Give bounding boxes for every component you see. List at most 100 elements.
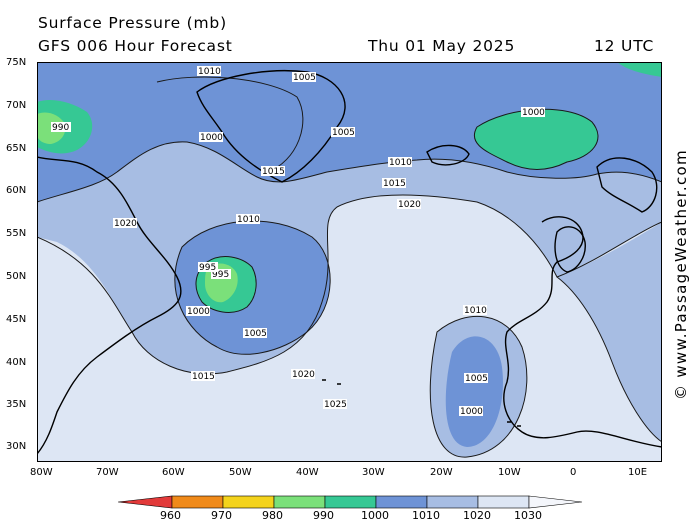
contour-label: 1005 <box>331 127 355 138</box>
forecast-time: 12 UTC <box>594 37 655 55</box>
legend-label: 990 <box>313 509 334 522</box>
svg-text:1010: 1010 <box>198 67 221 77</box>
contour-label: 1020 <box>113 218 137 229</box>
svg-text:1015: 1015 <box>262 167 285 177</box>
svg-text:1005: 1005 <box>332 128 355 138</box>
svg-text:1000: 1000 <box>200 133 223 143</box>
lat-label: 40N <box>6 357 27 368</box>
legend-label: 1030 <box>514 509 542 522</box>
contour-label: 1020 <box>397 199 421 210</box>
contour-label: 1005 <box>464 373 488 384</box>
svg-text:1020: 1020 <box>398 200 421 210</box>
legend-label: 1020 <box>463 509 491 522</box>
pressure-map: 1010 1005 1000 995 990 1015 1020 1025 10… <box>37 62 662 462</box>
lat-label: 65N <box>6 143 27 154</box>
svg-text:1020: 1020 <box>114 219 137 229</box>
svg-text:1010: 1010 <box>237 215 260 225</box>
svg-text:1020: 1020 <box>292 370 315 380</box>
britain-coast <box>554 226 586 273</box>
lon-label: 0 <box>570 467 577 478</box>
svg-text:990: 990 <box>52 123 69 133</box>
contour-label: 1000 <box>186 306 210 317</box>
legend-swatch <box>426 495 479 509</box>
lat-label: 60N <box>6 185 27 196</box>
contour-label: 1000 <box>199 132 223 143</box>
lon-label: 20W <box>430 467 453 478</box>
lon-label: 10E <box>628 467 648 478</box>
pressure-field-1005-iberia <box>445 336 503 447</box>
contour-label: 1010 <box>236 214 260 225</box>
legend-swatch <box>273 495 326 509</box>
forecast-label: GFS 006 Hour Forecast <box>38 37 233 55</box>
lat-label: 75N <box>6 57 27 68</box>
svg-text:1005: 1005 <box>293 73 316 83</box>
credit-text: © www.PassageWeather.com <box>672 149 690 400</box>
legend-swatch <box>222 495 275 509</box>
lat-label: 35N <box>6 399 27 410</box>
contour-label: 1025 <box>323 399 347 410</box>
contour-label: 995 <box>198 262 218 273</box>
azores-islands <box>322 379 341 385</box>
chart-title: Surface Pressure (mb) <box>38 14 227 32</box>
contour-label: 995 <box>211 269 231 280</box>
contour-label: 1015 <box>191 371 215 382</box>
svg-text:1000: 1000 <box>187 307 210 317</box>
iceland-coast <box>426 144 470 166</box>
lon-label: 10W <box>498 467 521 478</box>
legend-label: 980 <box>262 509 283 522</box>
lon-label: 30W <box>362 467 385 478</box>
legend-arrow-high <box>528 495 583 509</box>
legend-swatch <box>324 495 377 509</box>
contour-label: 1010 <box>388 157 412 168</box>
contour-label: 1010 <box>197 66 221 77</box>
legend-label: 960 <box>160 509 181 522</box>
europe-coast <box>503 216 662 448</box>
svg-text:1010: 1010 <box>464 306 487 316</box>
contour-label: 1005 <box>243 328 267 339</box>
pressure-field-1000-northeast <box>617 62 662 77</box>
svg-text:1025: 1025 <box>324 400 347 410</box>
contour-label: 1015 <box>382 178 406 189</box>
svg-text:995: 995 <box>212 270 229 280</box>
contour-label: 1015 <box>261 166 285 177</box>
scandinavia-coast <box>596 157 658 213</box>
contour-label: 1005 <box>292 72 316 83</box>
lon-label: 60W <box>162 467 185 478</box>
legend-label: 1010 <box>412 509 440 522</box>
pressure-legend <box>118 495 583 509</box>
forecast-date: Thu 01 May 2025 <box>368 37 516 55</box>
svg-text:1000: 1000 <box>460 407 483 417</box>
legend-label: 1000 <box>361 509 389 522</box>
legend-arrow-low <box>118 495 173 509</box>
svg-text:1005: 1005 <box>465 374 488 384</box>
contour-labels: 1010 1005 1000 995 990 1015 1020 1025 10… <box>51 66 545 417</box>
svg-text:1000: 1000 <box>522 108 545 118</box>
lon-label: 80W <box>30 467 53 478</box>
lat-label: 45N <box>6 314 27 325</box>
legend-label: 970 <box>211 509 232 522</box>
svg-text:1010: 1010 <box>389 158 412 168</box>
svg-text:1005: 1005 <box>244 329 267 339</box>
lat-label: 70N <box>6 100 27 111</box>
contour-label: 1020 <box>291 369 315 380</box>
lon-label: 40W <box>296 467 319 478</box>
lat-label: 50N <box>6 271 27 282</box>
canary-islands <box>507 421 521 427</box>
north-america-coast <box>37 156 182 455</box>
contour-label: 1000 <box>459 406 483 417</box>
lat-label: 30N <box>6 441 27 452</box>
contour-label: 1010 <box>463 305 487 316</box>
legend-swatch <box>375 495 428 509</box>
greenland-coast <box>196 70 346 183</box>
svg-text:1015: 1015 <box>192 372 215 382</box>
pressure-field-1015-east <box>557 222 662 442</box>
lon-label: 70W <box>96 467 119 478</box>
lon-label: 50W <box>229 467 252 478</box>
contour-label: 1000 <box>521 107 545 118</box>
svg-text:1015: 1015 <box>383 179 406 189</box>
svg-text:995: 995 <box>199 263 216 273</box>
pressure-field-1000-north <box>474 109 598 170</box>
legend-swatch <box>477 495 530 509</box>
legend-swatch <box>171 495 224 509</box>
lat-label: 55N <box>6 228 27 239</box>
